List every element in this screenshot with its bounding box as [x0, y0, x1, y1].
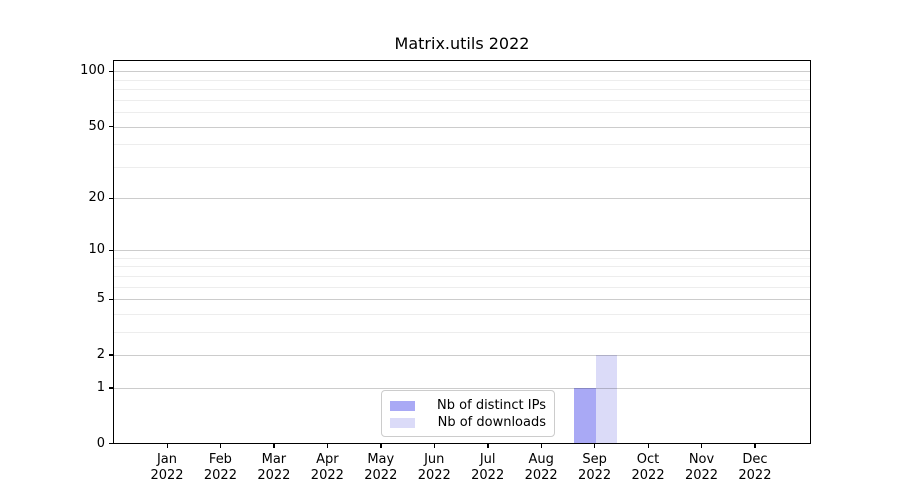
y-tick-mark: [109, 197, 114, 199]
y-tick-mark: [109, 387, 114, 389]
y-tick-label: 1: [96, 379, 105, 395]
y-tick-label: 100: [80, 63, 105, 79]
x-tick-mark: [701, 443, 703, 448]
gridline-minor: [114, 257, 810, 259]
x-tick-label: Feb 2022: [203, 452, 237, 483]
x-tick-label: Jan 2022: [150, 452, 184, 483]
x-tick-label: Mar 2022: [257, 452, 291, 483]
y-tick-label: 10: [88, 242, 105, 258]
y-tick-label: 0: [96, 435, 105, 451]
gridline-major: [114, 299, 810, 301]
x-tick-mark: [433, 443, 436, 448]
bar-downloads: [595, 354, 618, 443]
x-tick-mark: [326, 443, 329, 448]
legend-item-distinct-ips: Nb of distinct IPs: [390, 397, 546, 414]
y-tick-mark: [109, 443, 114, 445]
gridline-minor: [114, 144, 810, 146]
gridline-major: [114, 387, 810, 389]
x-tick-mark: [487, 443, 489, 448]
legend-swatch-downloads: [390, 417, 415, 428]
bar-distinct-ips: [574, 387, 596, 443]
gridline-minor: [114, 286, 810, 288]
y-tick-label: 5: [96, 291, 105, 307]
y-tick-mark: [109, 249, 114, 252]
gridline-minor: [114, 266, 810, 268]
x-tick-label: Aug 2022: [524, 452, 558, 483]
x-tick-mark: [166, 443, 168, 448]
legend: Nb of distinct IPs Nb of downloads: [381, 390, 555, 437]
x-tick-label: Sep 2022: [578, 452, 612, 483]
x-tick-mark: [540, 443, 543, 448]
legend-swatch-distinct-ips: [390, 400, 415, 411]
gridline-major: [114, 198, 810, 200]
legend-label-downloads: Nb of downloads: [437, 415, 546, 430]
x-tick-label: Jun 2022: [417, 452, 451, 483]
gridline-minor: [114, 79, 810, 81]
plot-area: 0 1 2 5 10 20 50 100 Jan 2022 Feb 2022 Mar 2022 Apr 202…: [80, 60, 811, 483]
gridline-minor: [114, 275, 810, 277]
y-tick-mark: [109, 70, 114, 73]
x-tick-label: Apr 2022: [310, 452, 344, 483]
gridline-major: [114, 71, 810, 73]
gridline-major: [114, 126, 810, 128]
y-tick-label: 50: [88, 118, 105, 134]
legend-item-downloads: Nb of downloads: [390, 414, 546, 431]
x-tick-mark: [647, 443, 649, 448]
x-tick-mark: [219, 443, 222, 448]
x-tick-mark: [273, 443, 275, 448]
gridline-minor: [114, 112, 810, 114]
x-tick-label: May 2022: [364, 452, 398, 483]
x-tick-label: Oct 2022: [631, 452, 665, 483]
y-tick-mark: [109, 298, 114, 300]
x-tick-mark: [380, 443, 382, 448]
gridline-major: [114, 250, 810, 252]
chart-title: Matrix.utils 2022: [394, 34, 530, 53]
x-tick-mark: [594, 443, 596, 448]
gridline-minor: [114, 313, 810, 315]
gridline-minor: [114, 99, 810, 101]
x-tick-label: Dec 2022: [738, 452, 772, 483]
x-tick-mark: [754, 443, 756, 448]
gridline-minor: [114, 166, 810, 168]
gridline-minor: [114, 89, 810, 91]
y-tick-label: 20: [88, 190, 105, 206]
y-tick-mark: [109, 354, 114, 356]
x-tick-label: Nov 2022: [684, 452, 719, 483]
x-tick-label: Jul 2022: [471, 452, 505, 483]
y-tick-label: 2: [96, 346, 105, 362]
y-tick-mark: [109, 126, 114, 128]
legend-label-distinct-ips: Nb of distinct IPs: [437, 398, 546, 413]
gridline-minor: [114, 331, 810, 333]
gridline-major: [114, 354, 810, 356]
